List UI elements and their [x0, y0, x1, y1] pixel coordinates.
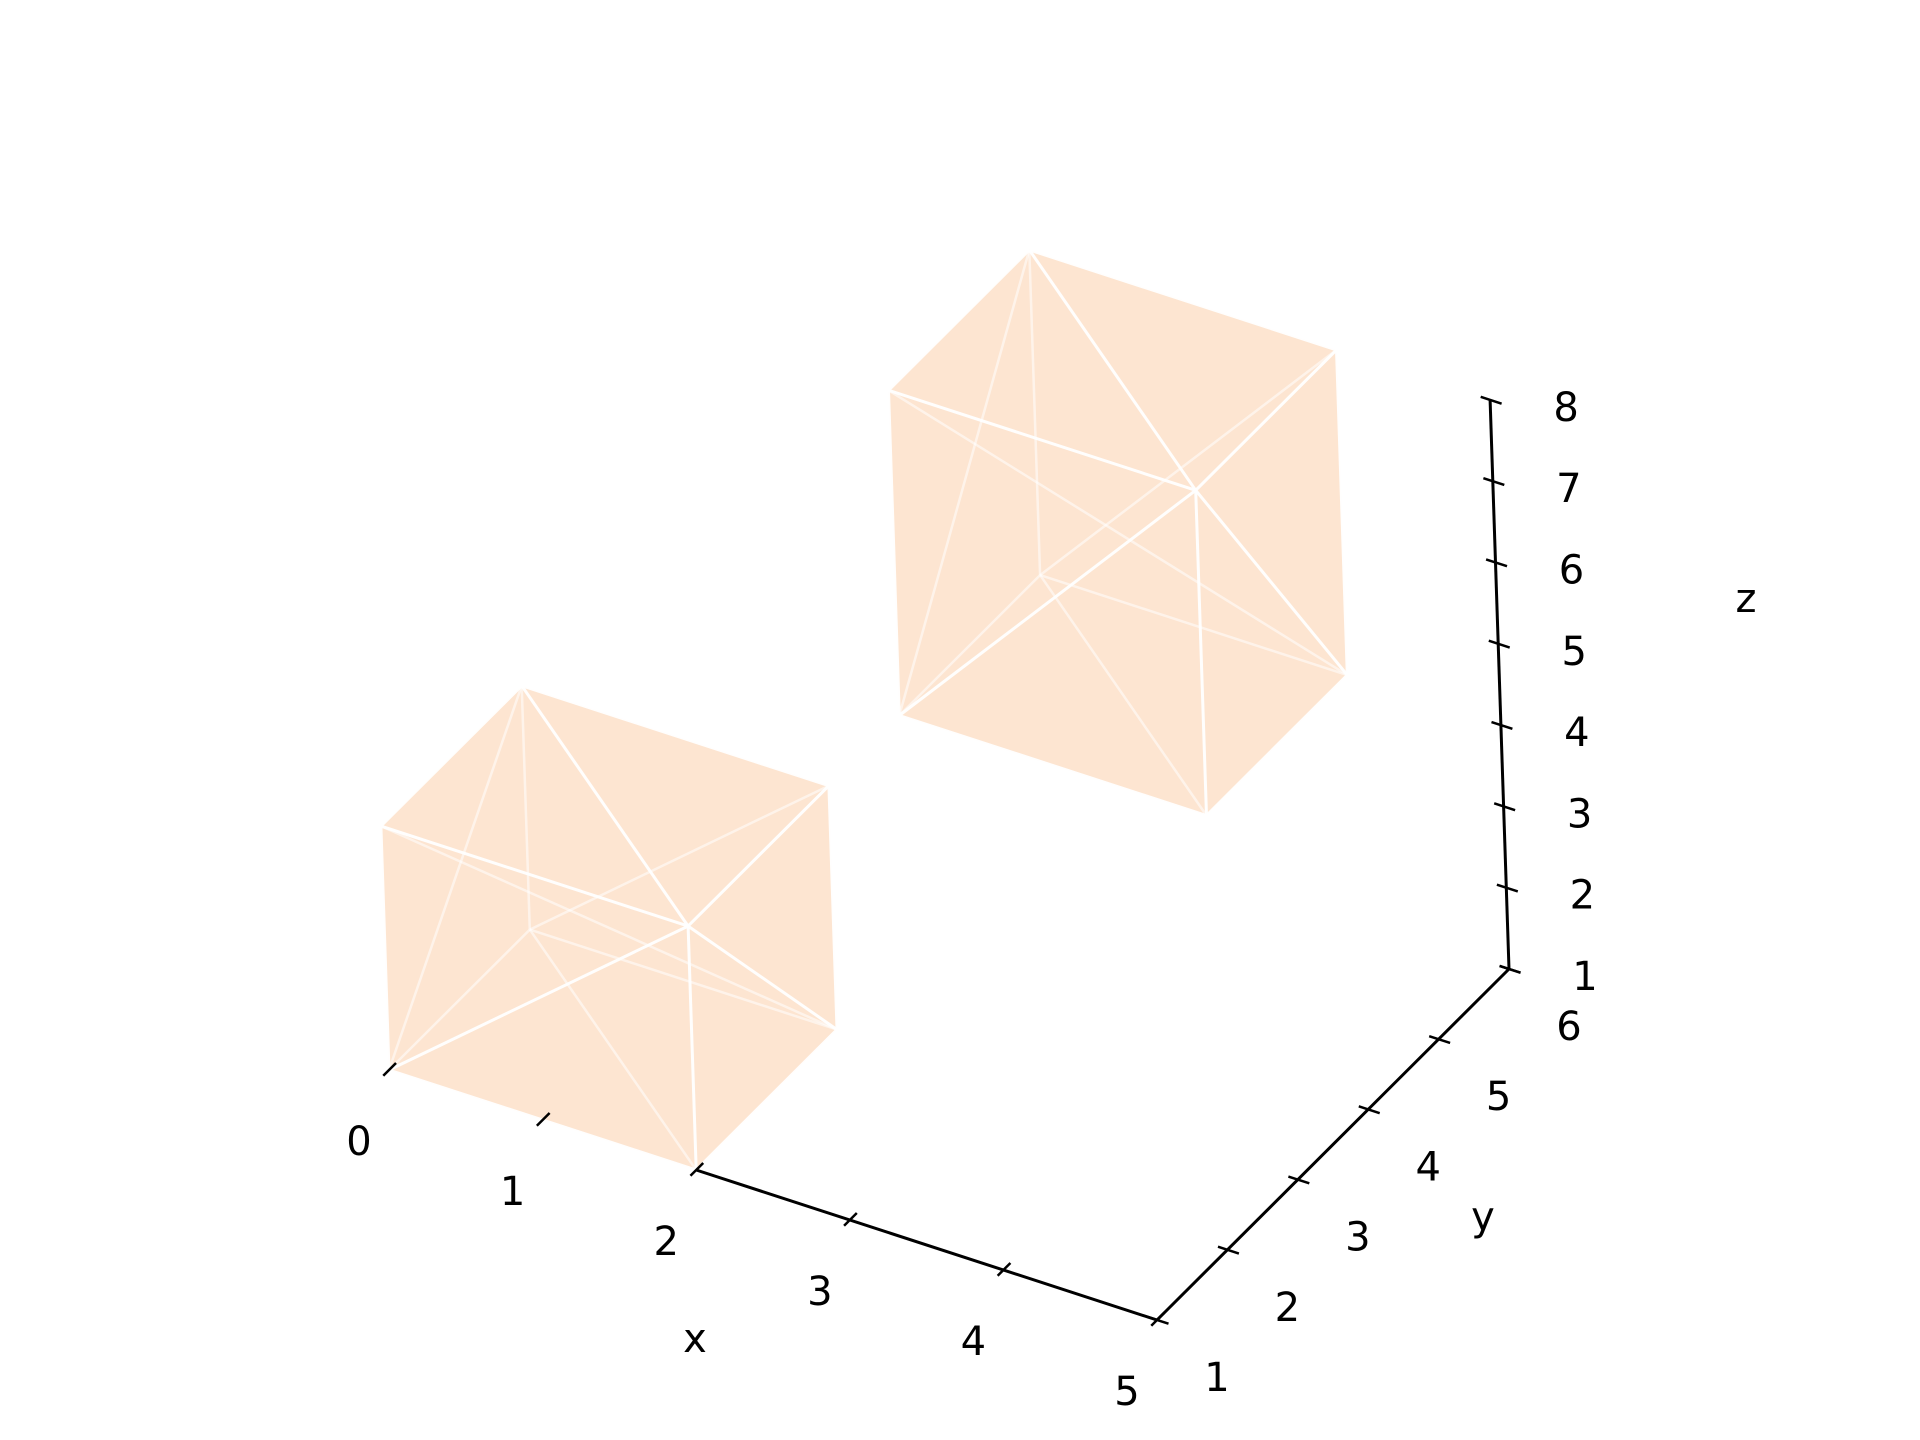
box-2-edge — [1335, 349, 1349, 676]
y-axis-title: y — [1471, 1194, 1495, 1240]
z-tick-mark — [1480, 395, 1502, 405]
y-tick-mark — [1217, 1245, 1240, 1255]
box-1-diagonal — [380, 824, 838, 1031]
y-tick-label: 6 — [1556, 1004, 1581, 1050]
x-tick-label: 2 — [653, 1219, 678, 1265]
box-1-back-edge — [529, 928, 838, 1031]
box-2-edge — [887, 390, 901, 716]
axes-layer — [695, 399, 1511, 1322]
z-tick-mark — [1496, 883, 1519, 893]
box-1-edge — [379, 684, 523, 828]
x-tick-label: 1 — [500, 1169, 525, 1215]
x-tick-mark — [535, 1112, 551, 1127]
box-1-edge — [695, 1028, 839, 1172]
x-tick-mark — [382, 1062, 397, 1077]
y-tick-label: 5 — [1486, 1074, 1511, 1120]
y-tick-mark — [1358, 1105, 1381, 1115]
x-tick-mark — [843, 1212, 858, 1227]
z-tick-label: 4 — [1564, 710, 1589, 756]
box-2-edge — [1194, 489, 1349, 677]
x-axis-title: x — [683, 1316, 707, 1362]
z-tick-mark — [1491, 720, 1513, 731]
z-tick-label: 2 — [1570, 873, 1595, 919]
box-2-diagonal — [887, 389, 1348, 677]
x-tick-mark — [996, 1262, 1012, 1277]
z-tick-mark — [1493, 802, 1516, 812]
box-2-diagonal — [1039, 574, 1208, 817]
x-axis-line — [695, 1168, 1158, 1322]
box-2-edge — [898, 489, 1197, 717]
z-tick-mark — [1499, 964, 1521, 974]
box-1-diagonal — [529, 784, 830, 931]
z-tick-label: 7 — [1556, 466, 1581, 512]
x-tick-label: 0 — [346, 1119, 371, 1165]
box-1-diagonal — [528, 928, 698, 1171]
z-tick-mark — [1488, 639, 1511, 649]
box-1 — [379, 684, 839, 1172]
box-2-back-edge — [898, 574, 1041, 717]
box-2 — [887, 248, 1349, 817]
box-2-edge — [1194, 348, 1338, 492]
box-1-diagonal — [387, 685, 523, 1071]
box-1-edge — [380, 824, 689, 928]
y-tick-label: 4 — [1415, 1144, 1440, 1190]
z-tick-label: 6 — [1559, 548, 1584, 594]
x-tick-label: 5 — [1114, 1369, 1139, 1415]
y-tick-mark — [1147, 1315, 1169, 1325]
z-axis-line — [1488, 399, 1511, 970]
box-2-edge — [1205, 674, 1349, 817]
box-1-back-edge — [388, 928, 531, 1071]
box-1-back-edge — [520, 685, 532, 930]
box-2-edge — [1028, 249, 1197, 492]
y-tick-label: 1 — [1204, 1355, 1229, 1401]
box-2-edge — [888, 388, 1197, 492]
box-2-edge — [1028, 248, 1337, 352]
box-1-edge — [379, 826, 391, 1071]
x-tick-label: 3 — [807, 1269, 832, 1315]
box-1-edge — [686, 926, 698, 1171]
box-2-edge — [898, 714, 1207, 817]
box-2-diagonal — [1039, 348, 1338, 577]
y-tick-mark — [1428, 1034, 1451, 1045]
box-1-edge — [388, 924, 689, 1072]
box-2-back-edge — [1039, 573, 1348, 677]
z-tick-label: 5 — [1561, 629, 1586, 675]
box-2-back-edge — [1028, 249, 1042, 576]
box-1-edge — [687, 924, 838, 1031]
box-1-edge — [521, 684, 830, 788]
box-1-edge — [687, 784, 830, 928]
x-tick-mark — [689, 1162, 705, 1177]
z-tick-mark — [1482, 476, 1505, 487]
y-tick-label: 3 — [1345, 1215, 1370, 1261]
z-tick-label: 3 — [1567, 791, 1592, 837]
x-tick-label: 4 — [961, 1319, 986, 1365]
z-axis-title: z — [1736, 576, 1757, 622]
y-axis-line — [1155, 967, 1511, 1322]
z-tick-mark — [1485, 558, 1508, 568]
z-tick-label: 8 — [1553, 385, 1578, 431]
box-2-edge — [1194, 490, 1208, 816]
y-tick-mark — [1287, 1175, 1310, 1185]
z-tick-label: 1 — [1572, 954, 1597, 1000]
y-tick-label: 2 — [1275, 1285, 1300, 1331]
box-1-edge — [827, 785, 839, 1030]
box-2-edge — [887, 248, 1031, 392]
box-1-edge — [520, 684, 690, 927]
boxes-layer — [379, 248, 1349, 1172]
box-2-diagonal — [898, 249, 1031, 716]
